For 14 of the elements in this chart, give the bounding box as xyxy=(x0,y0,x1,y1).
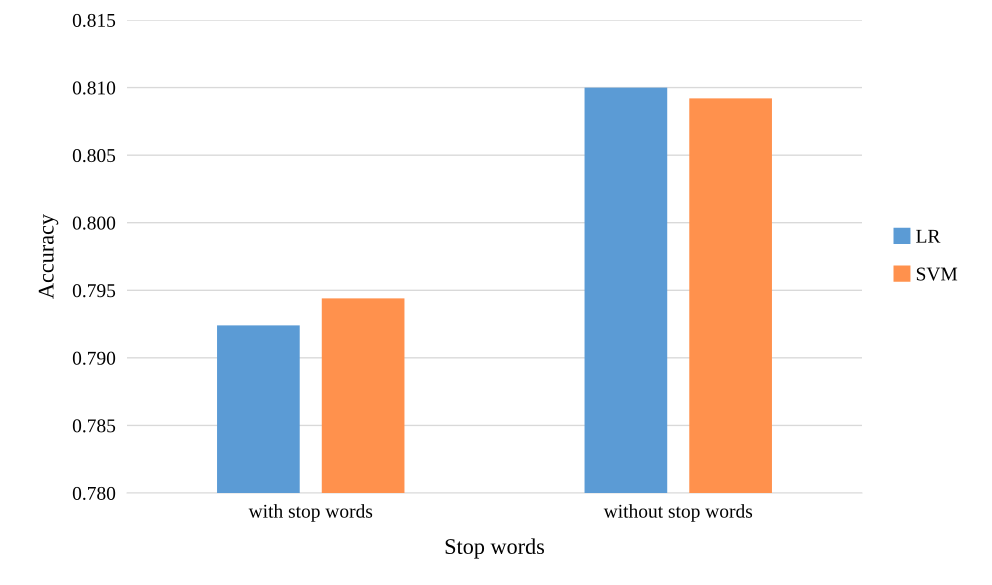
y-tick-label: 0.795 xyxy=(72,284,116,298)
legend-label: LR xyxy=(916,230,940,243)
y-tick-label: 0.810 xyxy=(72,81,116,95)
y-tick-label: 0.800 xyxy=(72,216,116,230)
x-axis-title: Stop words xyxy=(446,538,544,559)
y-tick-label: 0.790 xyxy=(72,352,116,365)
x-tick-label: without stop words xyxy=(604,504,752,522)
y-tick-label: 0.815 xyxy=(72,14,116,28)
y-axis-title: Accuracy xyxy=(38,214,58,299)
y-tick-label: 0.780 xyxy=(72,486,116,500)
legend-label: SVM xyxy=(916,268,958,281)
x-tick-label: with stop words xyxy=(248,504,372,522)
y-tick-label: 0.805 xyxy=(72,148,116,162)
y-tick-label: 0.785 xyxy=(72,419,116,432)
